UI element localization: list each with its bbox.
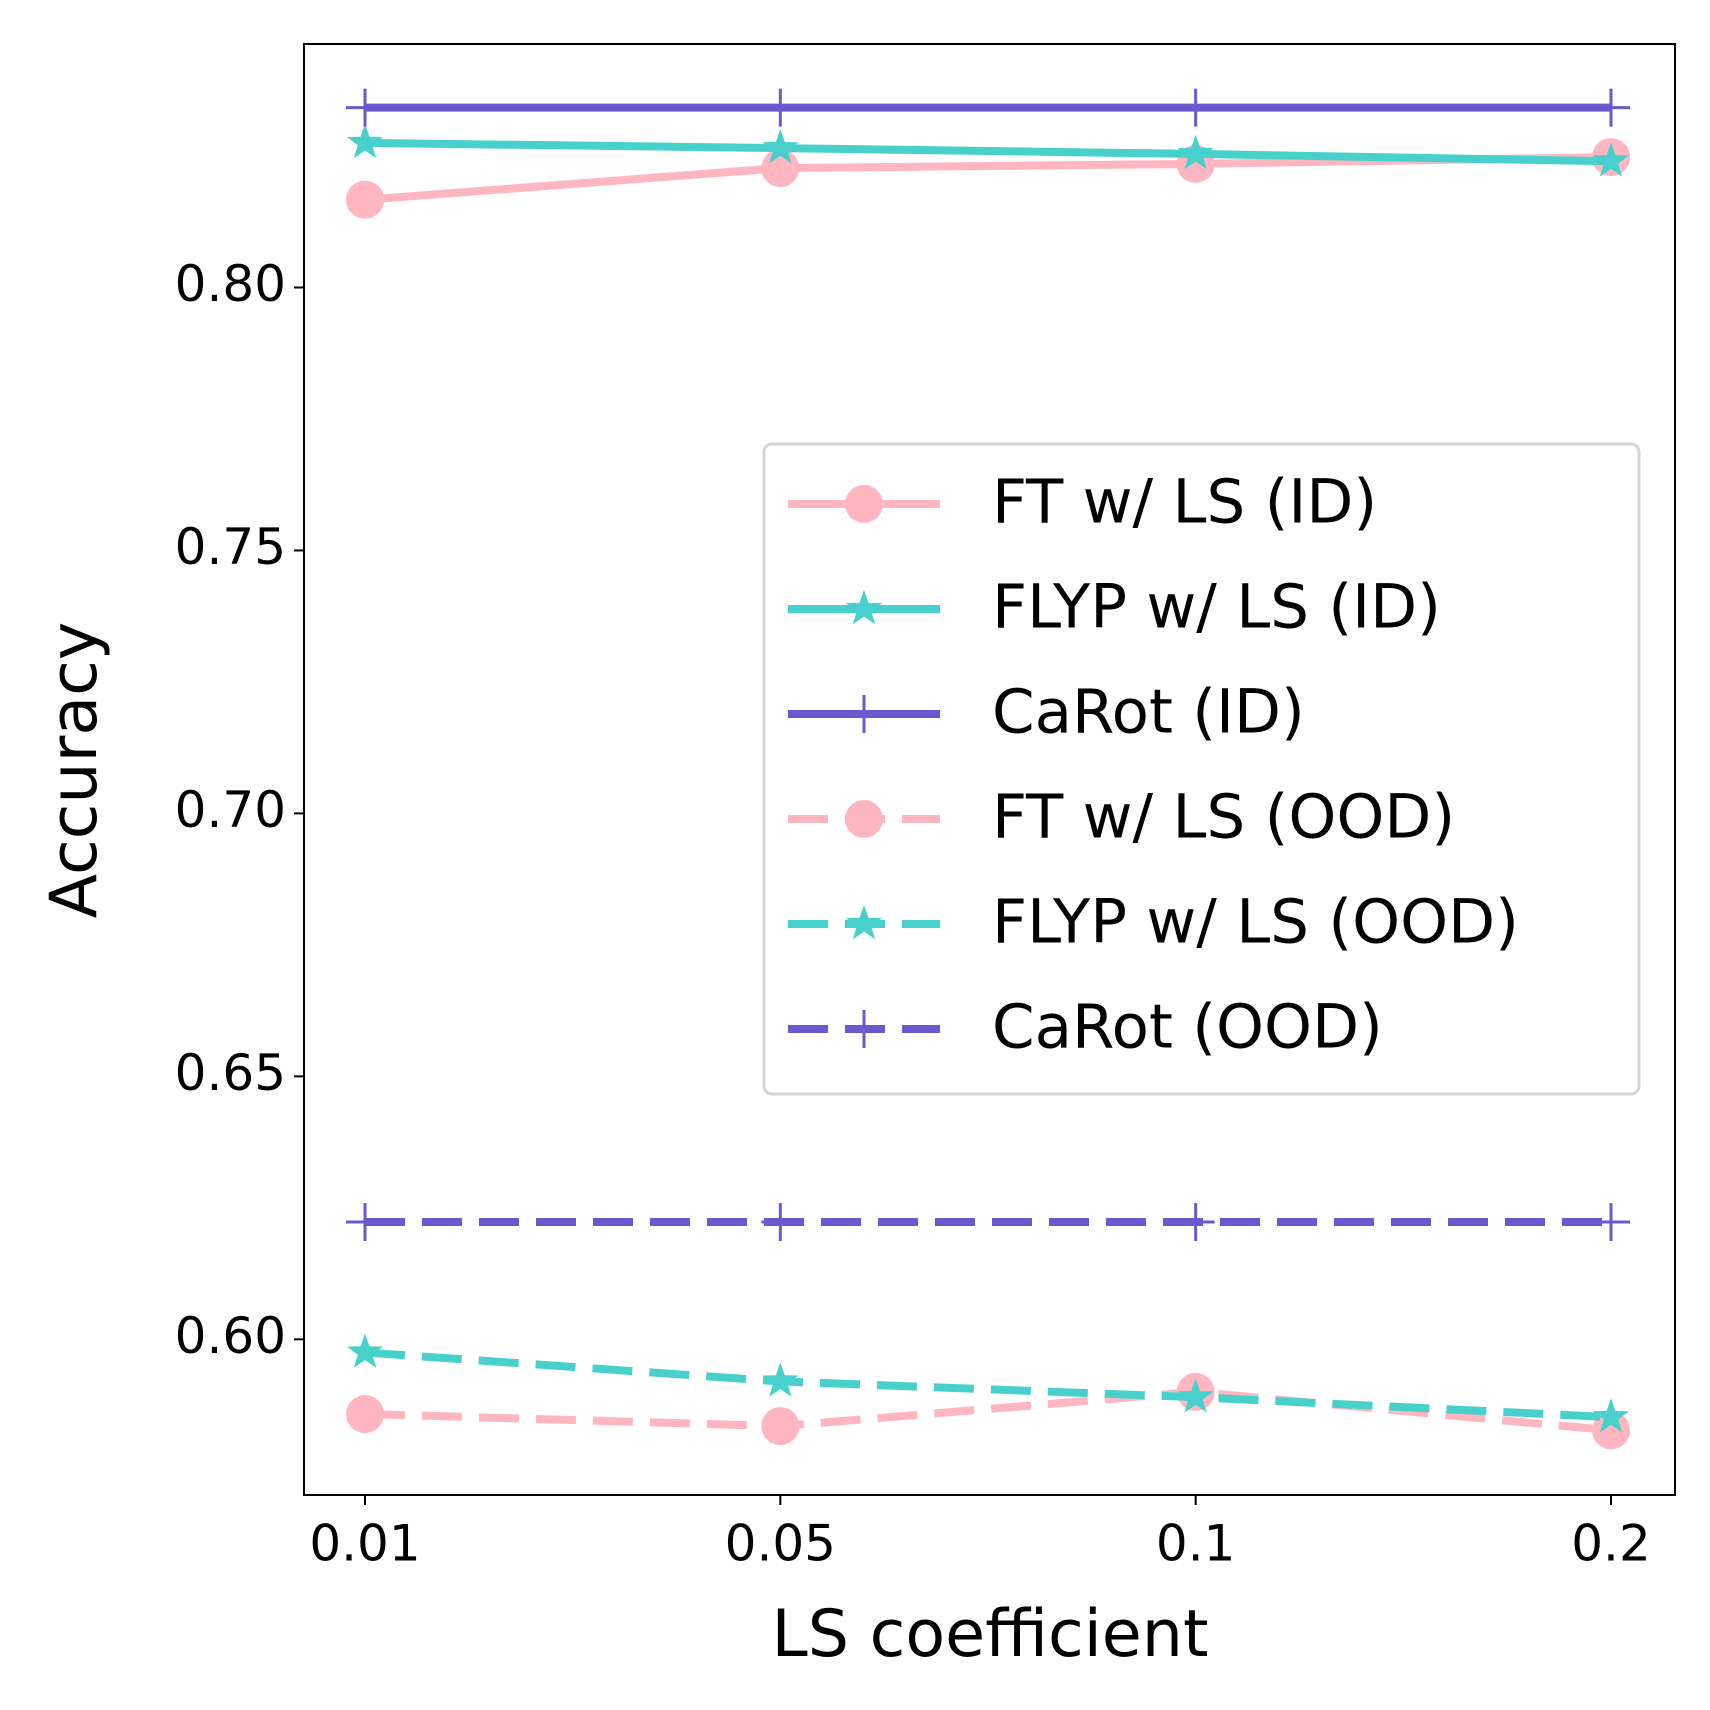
marker [761,1407,800,1446]
marker [346,180,384,219]
marker [1176,1203,1215,1242]
x-axis-label: LS coefficient [772,1597,1209,1672]
marker [845,590,883,625]
marker [761,1203,800,1242]
marker [845,905,883,940]
marker [845,695,883,733]
y-tick-label: 0.60 [175,1307,286,1365]
y-tick-label: 0.75 [175,518,286,576]
marker [1592,1203,1630,1242]
marker [1592,88,1630,127]
marker [845,800,883,838]
y-tick-label: 0.80 [175,255,286,313]
x-tick-label: 0.1 [1156,1515,1236,1573]
marker [1592,1398,1630,1433]
marker [845,485,883,523]
x-tick-label: 0.2 [1571,1515,1651,1573]
marker [1592,1411,1630,1450]
x-tick-label: 0.01 [309,1515,420,1573]
marker [1592,142,1630,177]
marker [761,88,800,127]
marker [346,123,384,159]
legend-label: FT w/ LS (OOD) [992,782,1455,853]
legend-label: FLYP w/ LS (ID) [992,572,1441,643]
marker [1177,1378,1214,1413]
marker [762,129,799,164]
x-tick-label: 0.05 [725,1515,836,1573]
legend: FT w/ LS (ID) FLYP w/ LS (ID) CaRot (ID) FT… [762,442,1641,1096]
marker [1177,134,1214,170]
marker [346,1333,384,1368]
plot-frame [303,43,1676,1496]
series-line [364,1348,1612,1422]
legend-box [762,442,1641,1096]
series-line [364,153,1612,204]
y-tick-label: 0.65 [175,1044,286,1102]
legend-label: CaRot (ID) [992,677,1305,748]
marker [845,1010,883,1048]
marker [346,1395,384,1434]
y-tick-label: 0.70 [175,781,286,839]
marker [346,1203,384,1242]
marker [1176,88,1215,127]
legend-label: CaRot (OOD) [992,992,1383,1063]
marker [346,88,384,127]
y-axis-label: Accuracy [37,622,112,919]
legend-label: FLYP w/ LS (OOD) [992,887,1519,958]
legend-label: FT w/ LS (ID) [992,467,1377,538]
marker [762,1362,799,1397]
series-line [364,138,1612,166]
